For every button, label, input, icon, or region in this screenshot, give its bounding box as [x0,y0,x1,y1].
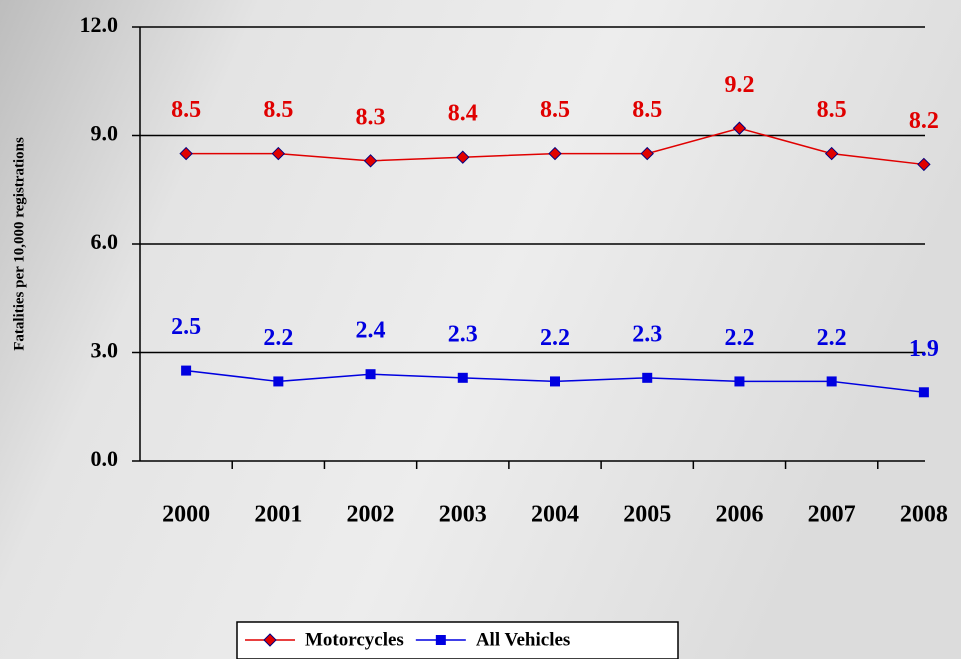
data-label: 2.4 [356,318,386,344]
point [365,369,376,380]
data-label: 8.5 [817,97,847,123]
point [640,146,654,161]
point [824,146,839,161]
point [457,372,468,383]
data-label: 2.2 [263,325,293,351]
x-tick-label: 2002 [347,502,395,528]
data-label: 9.2 [724,72,754,98]
x-tick-label: 2000 [162,502,210,528]
point [826,376,837,387]
data-label: 2.2 [540,325,570,351]
point [550,376,560,387]
data-label: 2.5 [171,314,201,340]
legend-label: Motorcycles [305,629,404,650]
data-label: 2.3 [448,321,478,347]
data-label: 8.4 [448,101,478,127]
x-tick-label: 2005 [623,502,671,528]
data-label: 2.2 [817,325,847,351]
point [263,633,277,647]
y-tick-label: 12.0 [80,12,119,37]
x-tick-label: 2003 [439,502,487,528]
data-label: 8.5 [171,97,201,123]
y-tick-label: 3.0 [91,338,119,363]
y-axis-label: Fatalities per 10,000 registrations [11,137,27,351]
point [181,365,192,376]
y-tick-label: 0.0 [91,446,119,471]
data-label: 8.5 [263,97,293,123]
x-tick-label: 2001 [254,502,302,528]
point [363,154,378,168]
data-label: 1.9 [909,336,939,362]
point [271,146,286,161]
point [179,146,193,161]
point [456,150,470,164]
y-tick-label: 9.0 [91,121,119,146]
point [435,635,446,645]
point [548,146,562,161]
data-label: 8.2 [909,108,939,134]
data-label: 8.3 [356,104,386,130]
y-tick-label: 6.0 [91,229,119,254]
point [918,387,929,398]
legend-label: All Vehicles [476,629,570,650]
data-label: 8.5 [632,97,662,123]
x-tick-label: 2004 [531,502,579,528]
data-label: 8.5 [540,97,570,123]
x-tick-label: 2006 [715,502,763,528]
point [642,372,653,383]
point [734,376,745,387]
data-label: 2.3 [632,321,662,347]
point [732,121,747,135]
point [273,376,284,387]
point [917,157,931,172]
x-tick-label: 2007 [808,502,856,528]
x-tick-label: 2008 [900,502,948,528]
data-label: 2.2 [724,325,754,351]
